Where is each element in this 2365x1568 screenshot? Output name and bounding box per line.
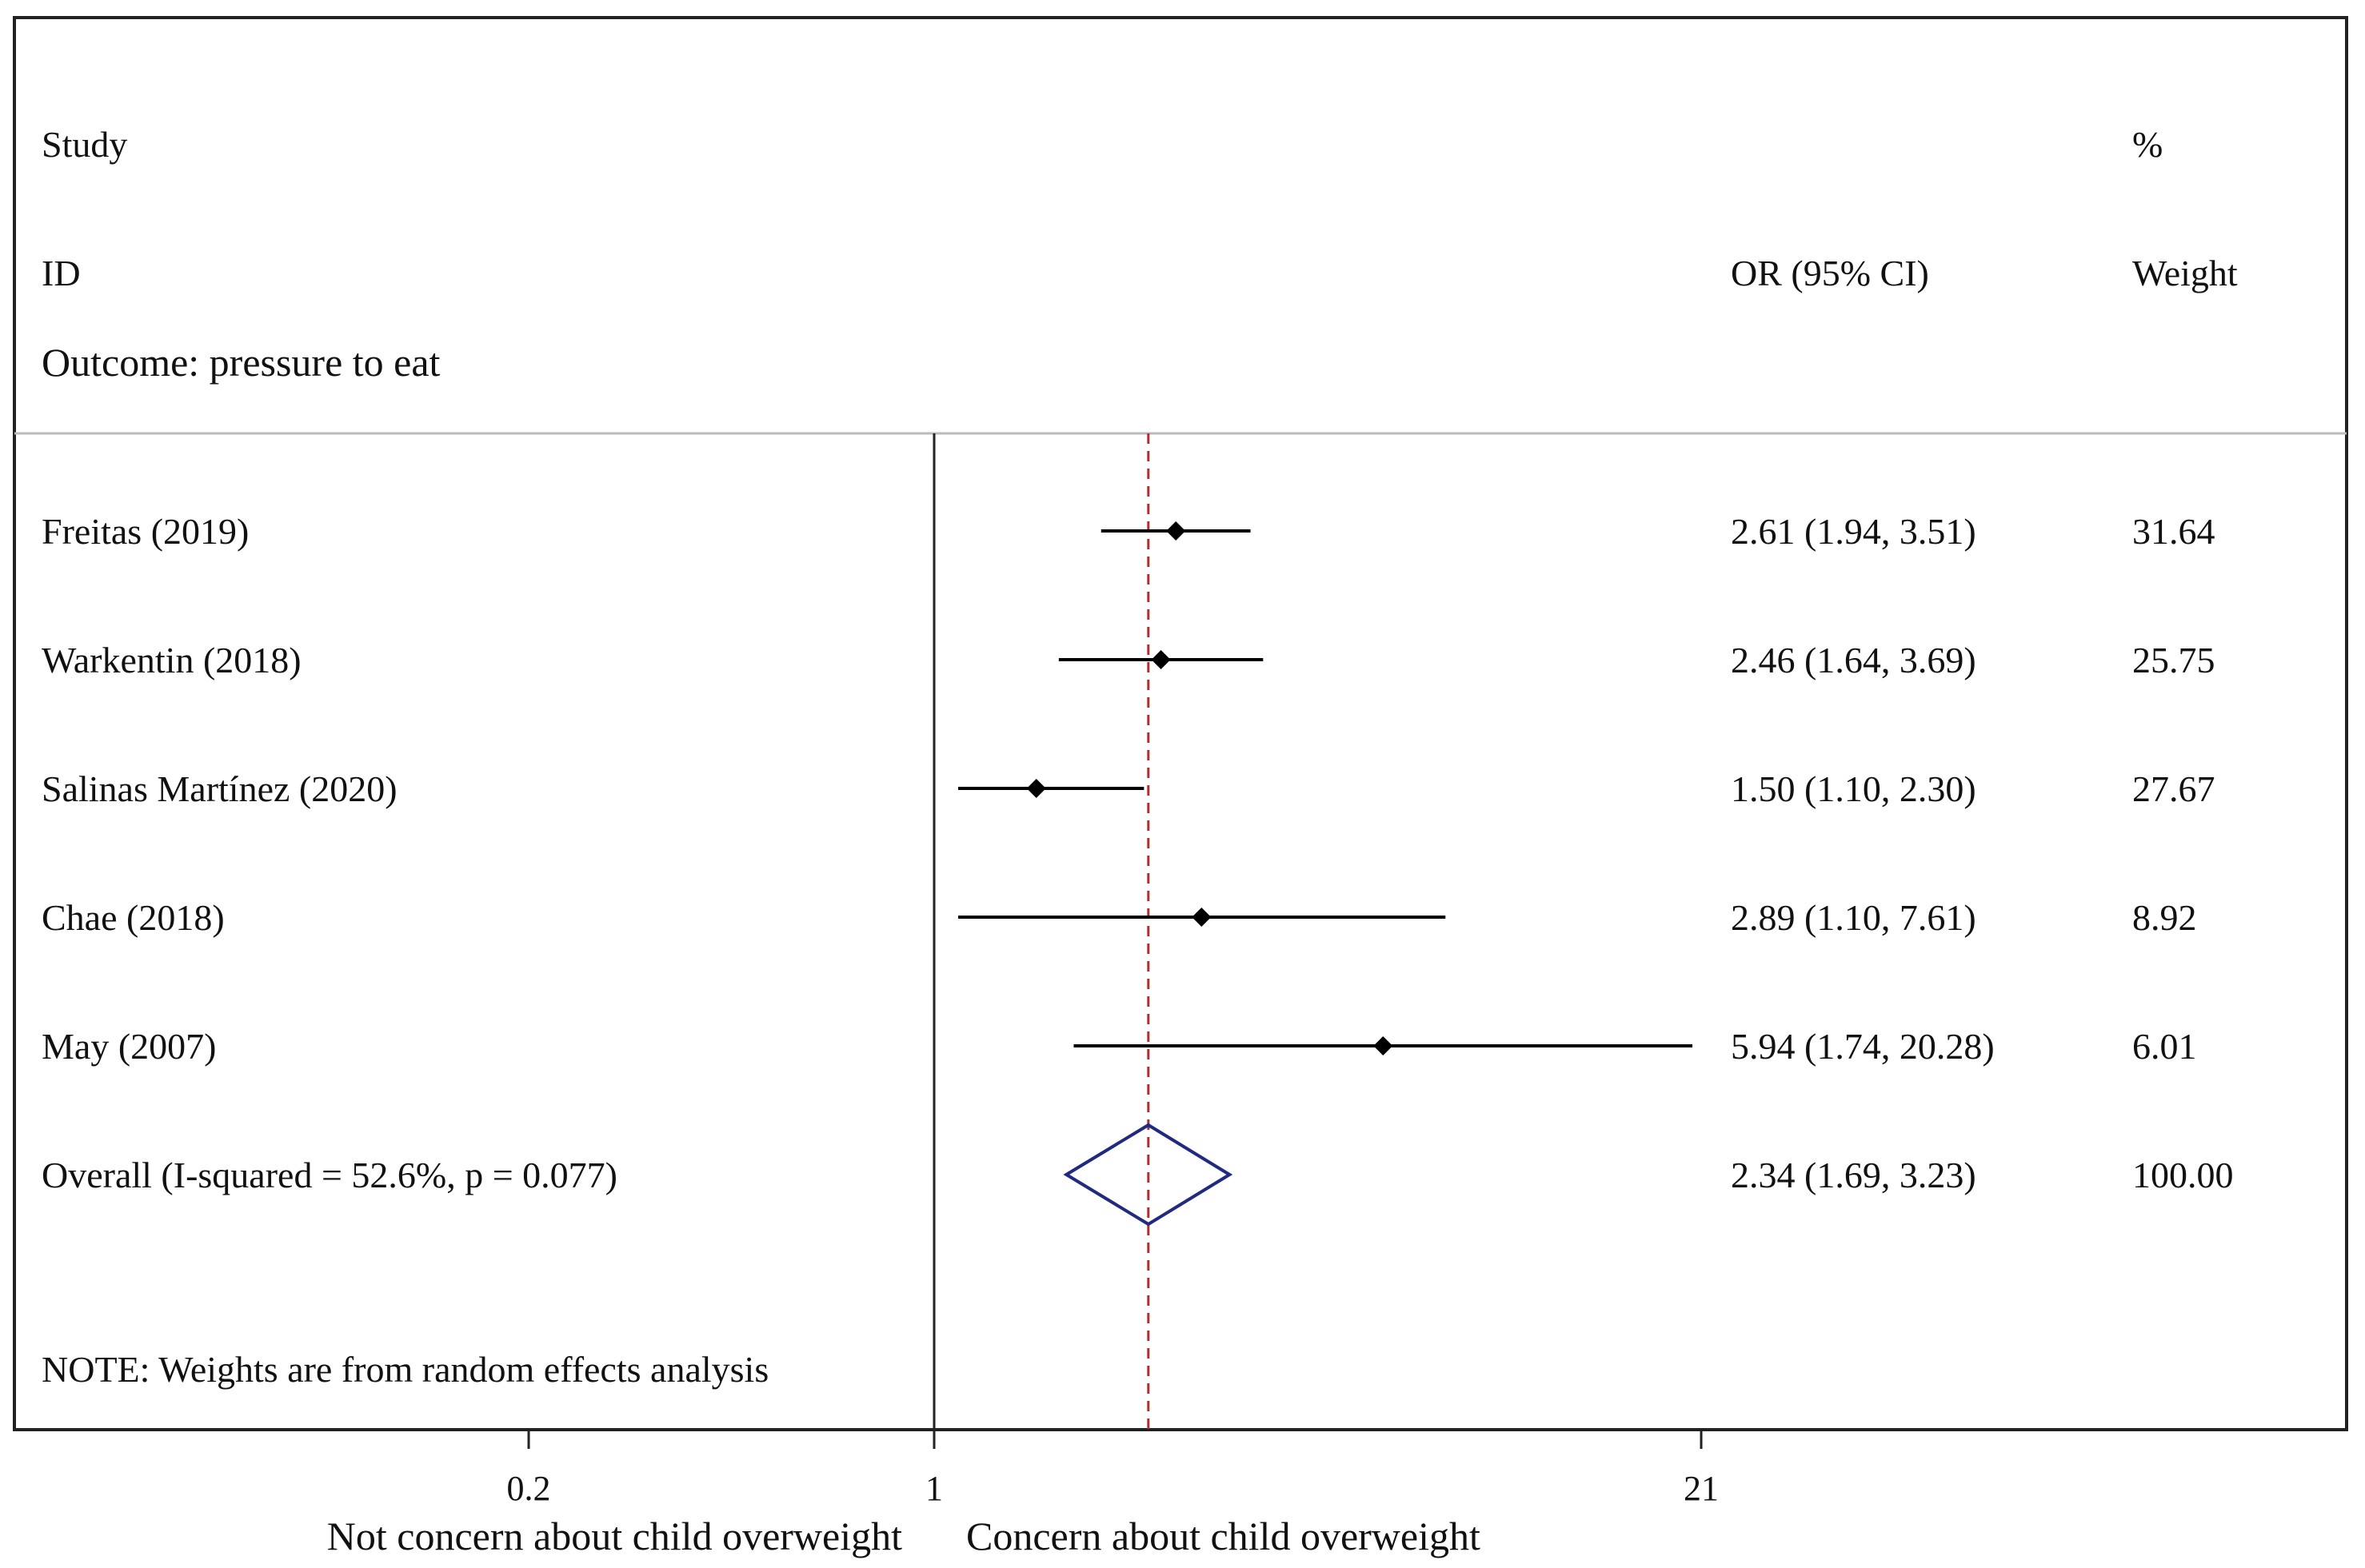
note-text: NOTE: Weights are from random effects an… xyxy=(42,1349,769,1390)
study-weight: 8.92 xyxy=(2132,897,2197,938)
overall-diamond xyxy=(1063,1123,1233,1227)
x-tick-label: 1 xyxy=(925,1469,943,1508)
study-label: Salinas Martínez (2020) xyxy=(42,768,397,809)
x-axis-label-right: Concern about child overweight xyxy=(966,1514,1480,1558)
x-tick-label: 0.2 xyxy=(507,1469,551,1508)
header-weight: Weight xyxy=(2132,253,2238,293)
study-point-marker xyxy=(1166,521,1186,541)
study-label: Warkentin (2018) xyxy=(42,640,302,680)
study-point-marker xyxy=(1151,650,1171,669)
overall-label: Overall (I-squared = 52.6%, p = 0.077) xyxy=(42,1155,617,1195)
study-or-ci: 5.94 (1.74, 20.28) xyxy=(1731,1026,1995,1067)
header-percent: % xyxy=(2132,124,2163,165)
x-tick-label: 21 xyxy=(1684,1469,1719,1508)
outcome-subtitle: Outcome: pressure to eat xyxy=(42,340,441,385)
x-axis-label-left: Not concern about child overweight xyxy=(327,1514,902,1558)
overall-or-ci: 2.34 (1.69, 3.23) xyxy=(1731,1155,1976,1195)
study-or-ci: 2.61 (1.94, 3.51) xyxy=(1731,511,1976,552)
study-weight: 27.67 xyxy=(2132,768,2215,809)
header-study: Study xyxy=(42,124,127,165)
study-label: Freitas (2019) xyxy=(42,511,249,552)
study-or-ci: 1.50 (1.10, 2.30) xyxy=(1731,768,1976,809)
study-weight: 31.64 xyxy=(2132,511,2215,552)
header-id: ID xyxy=(42,253,81,293)
study-label: Chae (2018) xyxy=(42,897,225,938)
study-weight: 6.01 xyxy=(2132,1026,2197,1067)
plot-frame xyxy=(13,16,2348,1431)
study-point-marker xyxy=(1373,1036,1393,1055)
study-or-ci: 2.89 (1.10, 7.61) xyxy=(1731,897,1976,938)
header-or: OR (95% CI) xyxy=(1731,253,1929,293)
study-point-marker xyxy=(1026,779,1046,798)
study-label: May (2007) xyxy=(42,1026,216,1067)
study-weight: 25.75 xyxy=(2132,640,2215,680)
overall-weight: 100.00 xyxy=(2132,1155,2234,1195)
study-point-marker xyxy=(1192,908,1212,927)
study-or-ci: 2.46 (1.64, 3.69) xyxy=(1731,640,1976,680)
